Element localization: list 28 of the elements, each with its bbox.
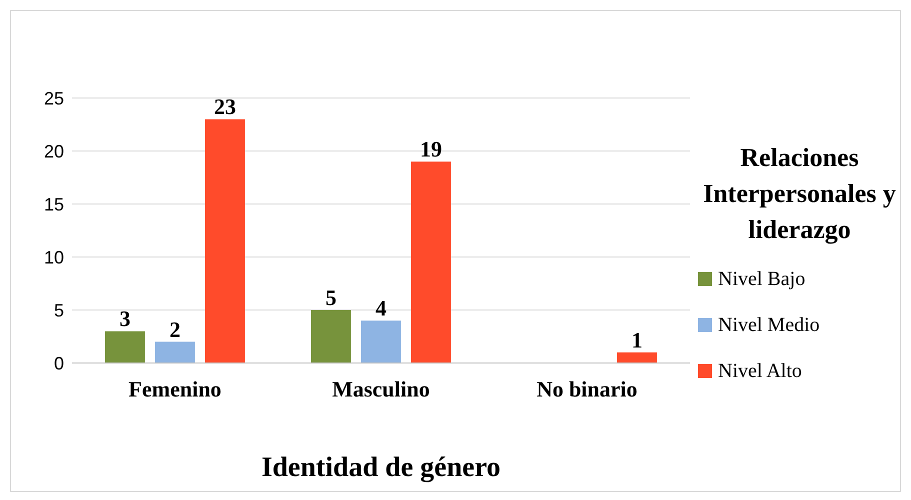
legend-label: Nivel Medio xyxy=(718,314,820,336)
bar xyxy=(310,310,351,363)
legend-title: Relaciones Interpersonales y liderazgo xyxy=(702,142,897,246)
legend-label: Nivel Bajo xyxy=(718,268,806,290)
data-label: 1 xyxy=(631,327,642,352)
data-label: 2 xyxy=(169,316,180,342)
y-tick-label: 20 xyxy=(44,141,64,162)
bar xyxy=(410,162,451,363)
x-tick-label: No binario xyxy=(536,376,638,402)
data-label: 3 xyxy=(119,306,130,332)
y-tick-label: 0 xyxy=(54,353,64,374)
bar xyxy=(616,352,657,363)
bar xyxy=(104,331,145,363)
x-tick-label: Femenino xyxy=(128,376,222,402)
bar xyxy=(154,342,195,363)
data-label: 5 xyxy=(325,285,336,310)
y-tick-label: 25 xyxy=(44,88,64,108)
x-axis-title: Identidad de género xyxy=(260,452,502,484)
data-label: 19 xyxy=(420,136,442,162)
legend-label: Nivel Alto xyxy=(718,360,802,382)
y-tick-label: 15 xyxy=(44,194,64,214)
bar xyxy=(204,119,245,363)
y-tick-label: 10 xyxy=(44,247,64,268)
data-label: 4 xyxy=(375,296,386,321)
bar xyxy=(360,320,401,363)
x-tick-label: Masculino xyxy=(332,376,430,402)
data-label: 23 xyxy=(214,94,236,120)
y-tick-label: 5 xyxy=(54,300,64,320)
